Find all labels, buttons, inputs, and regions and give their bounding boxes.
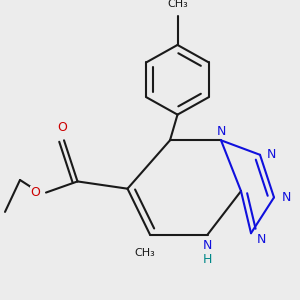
Text: N: N — [256, 232, 266, 245]
Text: N: N — [216, 125, 226, 138]
Text: N: N — [203, 239, 212, 252]
Text: CH₃: CH₃ — [167, 0, 188, 9]
Text: O: O — [57, 121, 67, 134]
Text: N: N — [281, 191, 291, 204]
Text: N: N — [266, 148, 276, 161]
Text: CH₃: CH₃ — [135, 248, 155, 258]
Text: O: O — [30, 186, 40, 199]
Text: H: H — [203, 253, 212, 266]
